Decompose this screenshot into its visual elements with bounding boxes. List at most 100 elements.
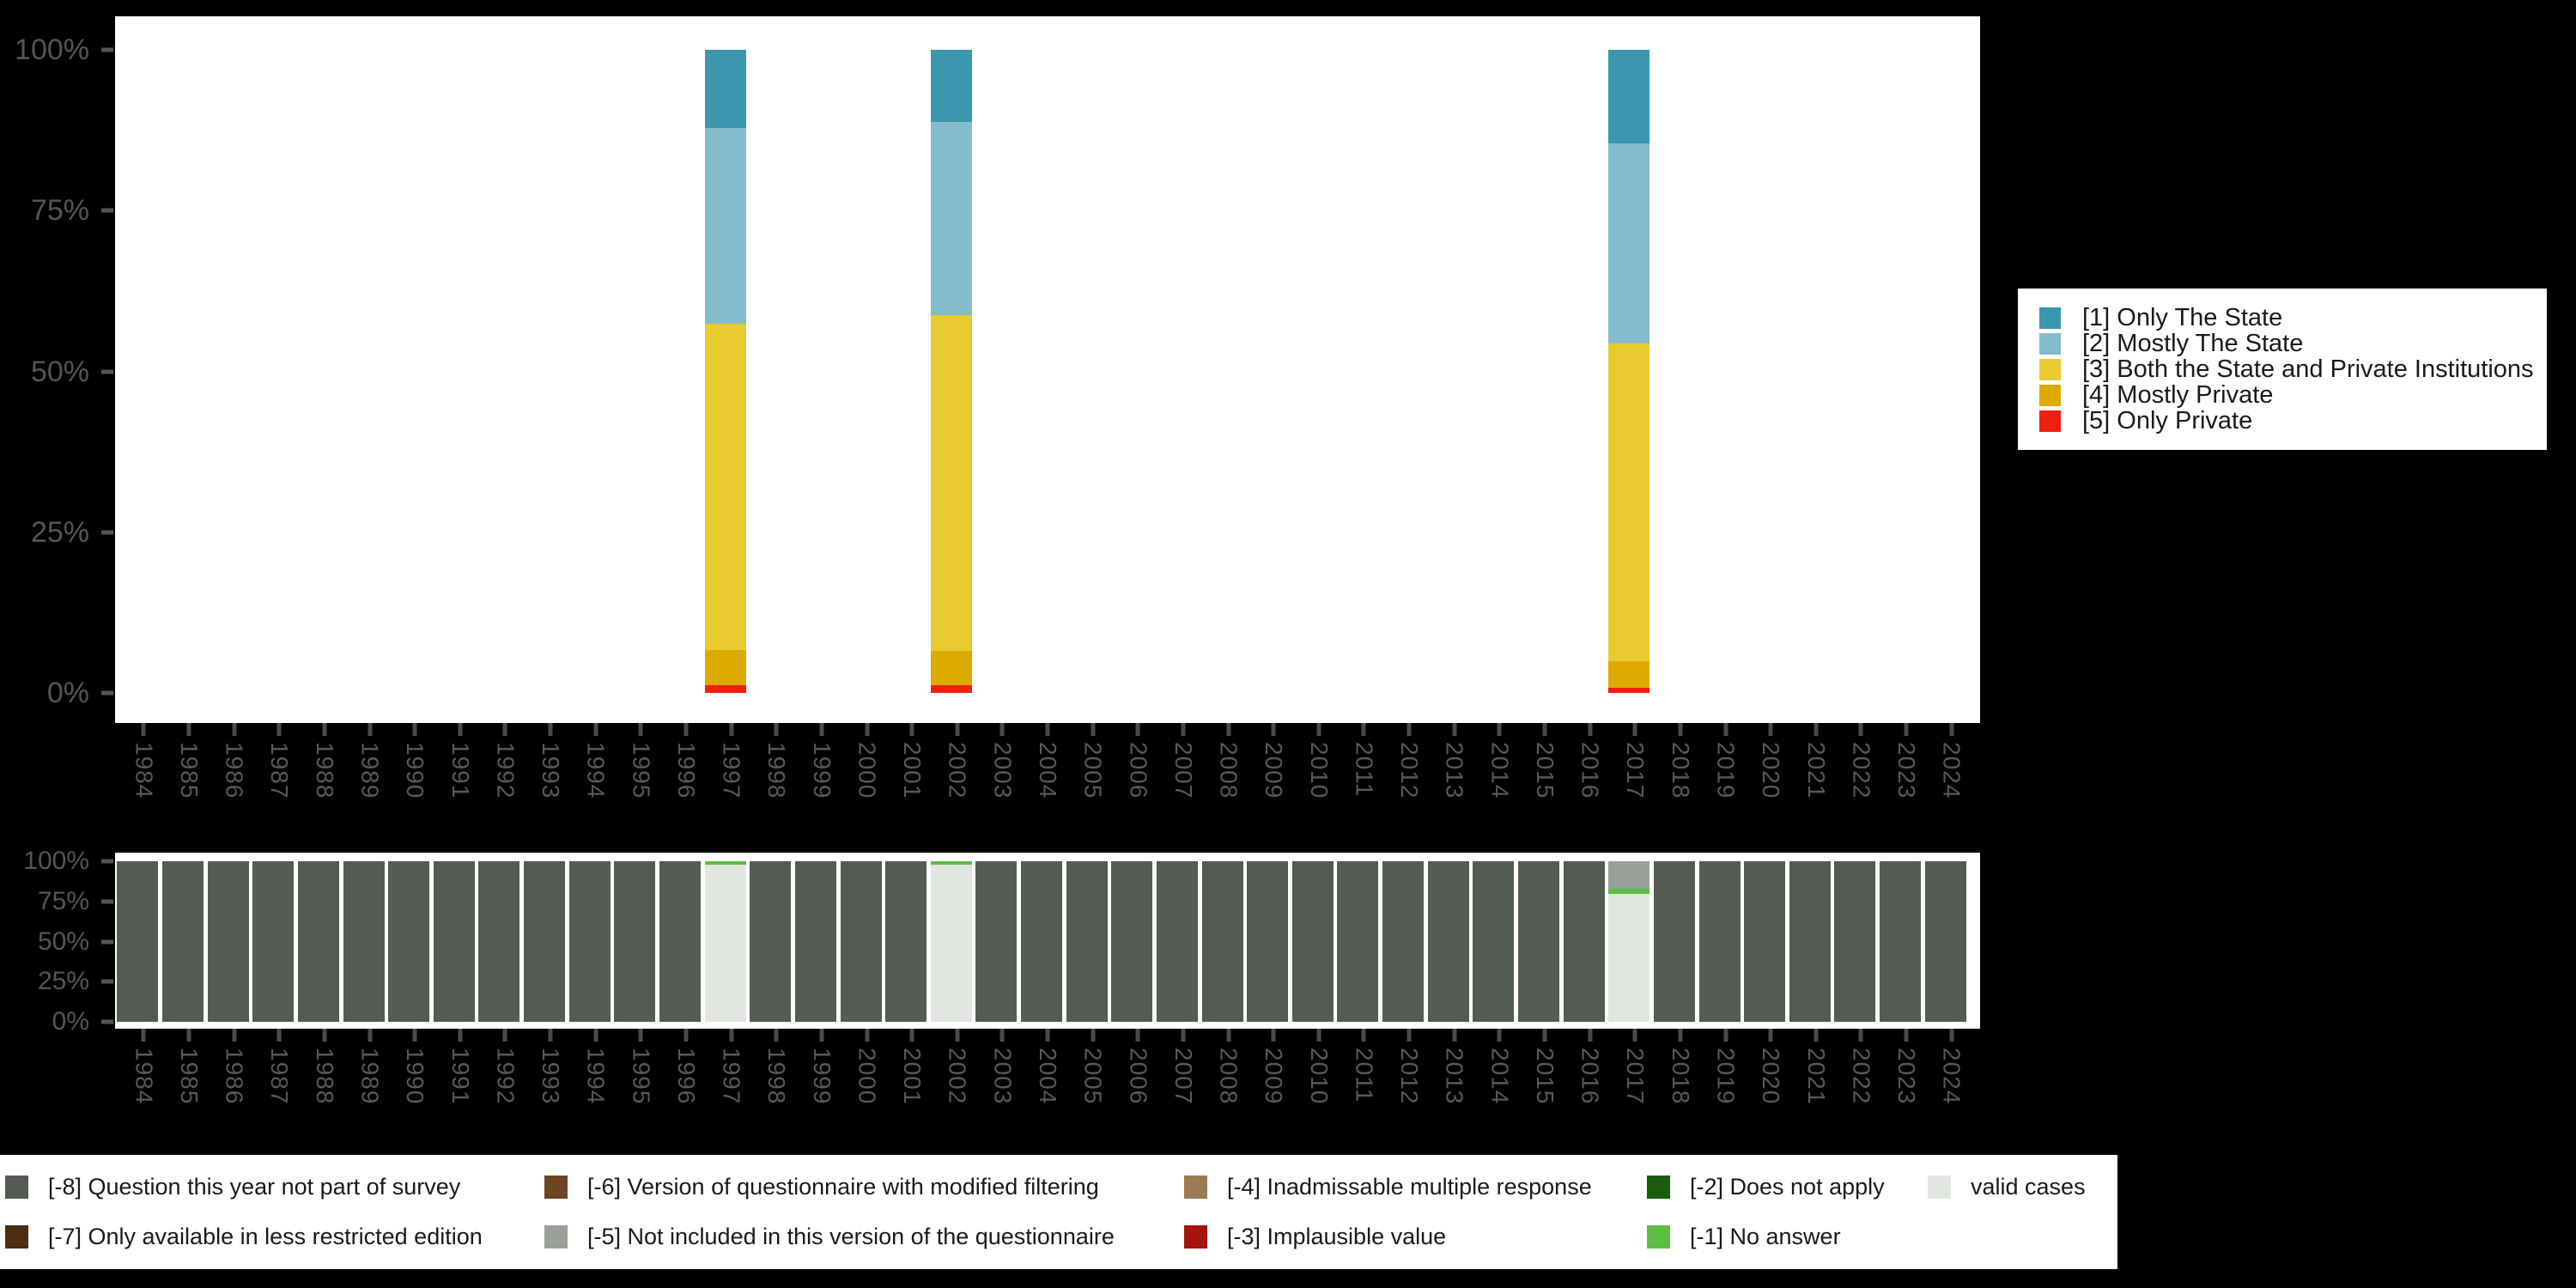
bar-2011-segment-minus8[interactable] — [1337, 861, 1379, 1022]
bar-1991-segment-minus8[interactable] — [433, 861, 475, 1022]
bar-1987-segment-minus8[interactable] — [252, 861, 295, 1022]
bar-2012[interactable] — [1382, 861, 1425, 1022]
bar-2015[interactable] — [1518, 861, 1559, 1022]
bar-1998-segment-minus8[interactable] — [750, 861, 792, 1022]
bar-2002-segment-valid[interactable] — [930, 865, 972, 1022]
bar-1996-segment-minus8[interactable] — [659, 861, 701, 1022]
bar-2017-segment-valid[interactable] — [1608, 893, 1650, 1022]
bar-2014-segment-minus8[interactable] — [1473, 861, 1515, 1022]
legend-item-2[interactable]: [2] Mostly The State — [2039, 331, 2547, 356]
bar-1987[interactable] — [252, 861, 295, 1022]
bar-2017-segment-4[interactable] — [1608, 661, 1650, 689]
bar-1985[interactable] — [162, 861, 204, 1022]
bar-2018[interactable] — [1653, 861, 1695, 1022]
bar-1993[interactable] — [524, 861, 565, 1022]
bar-2005-segment-minus8[interactable] — [1066, 861, 1108, 1022]
bar-2024-segment-minus8[interactable] — [1924, 861, 1966, 1022]
bar-1999[interactable] — [794, 861, 836, 1022]
bar-2024[interactable] — [1924, 861, 1966, 1022]
bar-2003-segment-minus8[interactable] — [975, 861, 1018, 1022]
bar-2022-segment-minus8[interactable] — [1834, 861, 1876, 1022]
bar-2002[interactable] — [930, 50, 972, 693]
bar-2008[interactable] — [1201, 861, 1243, 1022]
bar-2000-segment-minus8[interactable] — [840, 861, 882, 1022]
bar-2023[interactable] — [1880, 861, 1921, 1022]
bar-2017-segment-minus5[interactable] — [1608, 861, 1650, 890]
bar-1984-segment-minus8[interactable] — [117, 861, 159, 1022]
bar-1993-segment-minus8[interactable] — [524, 861, 565, 1022]
bar-2007[interactable] — [1156, 861, 1198, 1022]
bar-2004-segment-minus8[interactable] — [1021, 861, 1062, 1022]
bar-2020-segment-minus8[interactable] — [1744, 861, 1786, 1022]
missing-legend-item-minus8[interactable]: [-8] Question this year not part of surv… — [5, 1175, 544, 1199]
bar-2017-segment-5[interactable] — [1608, 688, 1650, 693]
bar-2013-segment-minus8[interactable] — [1427, 861, 1469, 1022]
legend-item-3[interactable]: [3] Both the State and Private Instituti… — [2039, 356, 2547, 382]
legend-item-4[interactable]: [4] Mostly Private — [2039, 382, 2547, 408]
bar-1990[interactable] — [388, 861, 430, 1022]
bar-1999-segment-minus8[interactable] — [794, 861, 836, 1022]
bar-1997[interactable] — [704, 861, 746, 1022]
bar-1998[interactable] — [750, 861, 792, 1022]
bar-2017-segment-3[interactable] — [1608, 343, 1650, 662]
bar-1997-segment-1[interactable] — [704, 50, 746, 128]
bar-1986[interactable] — [207, 861, 249, 1022]
bar-1997-segment-2[interactable] — [704, 127, 746, 325]
bar-1986-segment-minus8[interactable] — [207, 861, 249, 1022]
missing-legend-item-valid[interactable]: valid cases — [1928, 1175, 2117, 1199]
bar-1988-segment-minus8[interactable] — [297, 861, 339, 1022]
bar-2018-segment-minus8[interactable] — [1653, 861, 1695, 1022]
bar-2004[interactable] — [1021, 861, 1062, 1022]
bar-2020[interactable] — [1744, 861, 1786, 1022]
bar-2005[interactable] — [1066, 861, 1108, 1022]
bar-2012-segment-minus8[interactable] — [1382, 861, 1425, 1022]
bar-2021[interactable] — [1789, 861, 1831, 1022]
bar-1984[interactable] — [117, 861, 159, 1022]
bar-1995[interactable] — [614, 861, 656, 1022]
bar-2001[interactable] — [885, 861, 927, 1022]
bar-1991[interactable] — [433, 861, 475, 1022]
bar-2016[interactable] — [1563, 861, 1605, 1022]
bar-2002-segment-3[interactable] — [930, 314, 972, 651]
bar-1989[interactable] — [343, 861, 385, 1022]
bar-2015-segment-minus8[interactable] — [1518, 861, 1559, 1022]
bar-2021-segment-minus8[interactable] — [1789, 861, 1831, 1022]
bar-2002-segment-2[interactable] — [930, 121, 972, 315]
bar-2006-segment-minus8[interactable] — [1111, 861, 1153, 1022]
bar-2002-segment-minus1[interactable] — [930, 861, 972, 866]
bar-2022[interactable] — [1834, 861, 1876, 1022]
bar-2019[interactable] — [1698, 861, 1741, 1022]
bar-2002-segment-4[interactable] — [930, 650, 972, 686]
missing-legend-item-minus5[interactable]: [-5] Not included in this version of the… — [544, 1225, 1184, 1249]
bar-2010-segment-minus8[interactable] — [1291, 861, 1334, 1022]
bar-1985-segment-minus8[interactable] — [162, 861, 204, 1022]
missing-legend-item-minus6[interactable]: [-6] Version of questionnaire with modif… — [544, 1175, 1184, 1199]
bar-2019-segment-minus8[interactable] — [1698, 861, 1741, 1022]
bar-1995-segment-minus8[interactable] — [614, 861, 656, 1022]
bar-1990-segment-minus8[interactable] — [388, 861, 430, 1022]
bar-1992[interactable] — [478, 861, 520, 1022]
bar-1994[interactable] — [568, 861, 611, 1022]
bar-1989-segment-minus8[interactable] — [343, 861, 385, 1022]
bar-2017-segment-1[interactable] — [1608, 50, 1650, 144]
bar-1997-segment-4[interactable] — [704, 649, 746, 686]
missing-legend-item-minus7[interactable]: [-7] Only available in less restricted e… — [5, 1225, 544, 1249]
bar-1988[interactable] — [297, 861, 339, 1022]
missing-legend-item-minus4[interactable]: [-4] Inadmissable multiple response — [1184, 1175, 1647, 1199]
legend-item-1[interactable]: [1] Only The State — [2039, 305, 2547, 331]
bar-2006[interactable] — [1111, 861, 1153, 1022]
bar-2023-segment-minus8[interactable] — [1880, 861, 1921, 1022]
bar-2017-segment-2[interactable] — [1608, 143, 1650, 343]
bar-1992-segment-minus8[interactable] — [478, 861, 520, 1022]
bar-2013[interactable] — [1427, 861, 1469, 1022]
bar-2011[interactable] — [1337, 861, 1379, 1022]
bar-2007-segment-minus8[interactable] — [1156, 861, 1198, 1022]
missing-legend-item-minus2[interactable]: [-2] Does not apply — [1647, 1175, 1928, 1199]
bar-1996[interactable] — [659, 861, 701, 1022]
bar-2008-segment-minus8[interactable] — [1201, 861, 1243, 1022]
bar-1997[interactable] — [704, 50, 746, 693]
bar-1997-segment-5[interactable] — [704, 685, 746, 693]
bar-2001-segment-minus8[interactable] — [885, 861, 927, 1022]
bar-2017[interactable] — [1608, 861, 1650, 1022]
bar-2009-segment-minus8[interactable] — [1247, 861, 1289, 1022]
